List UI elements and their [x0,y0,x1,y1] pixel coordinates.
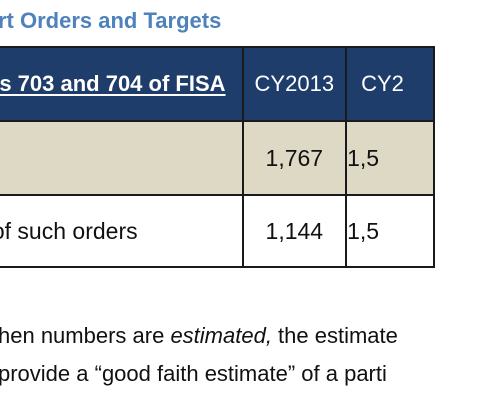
row-value-cy2013: 1,767 [241,120,348,196]
row-value-cy2014: 1,5 [345,194,435,268]
row-value-cy2013: 1,144 [241,194,348,268]
orders-targets-table: ns 703 and 704 of FISA CY2013 CY2 1,767 … [0,46,435,268]
row-value-cy2014: 1,5 [345,120,435,196]
note-line-2: provide a “good faith estimate” of a par… [0,361,387,386]
table-row: gets of such orders 1,144 1,5 [0,194,435,268]
header-cy2014: CY2 [345,46,435,122]
note-emphasis: estimated, [170,323,272,348]
table-row: 1,767 1,5 [0,120,435,196]
note-text: the estimate [271,323,398,348]
row-description: gets of such orders [0,194,244,268]
note-line-1: hen numbers are estimated, the estimate [0,323,398,349]
table-header-row: ns 703 and 704 of FISA CY2013 CY2 [0,46,435,122]
note-text: hen numbers are [0,323,171,348]
section-title: rt Orders and Targets [0,8,222,33]
header-description: ns 703 and 704 of FISA [0,46,244,122]
header-cy2013: CY2013 [241,46,348,122]
row-description [0,120,244,196]
